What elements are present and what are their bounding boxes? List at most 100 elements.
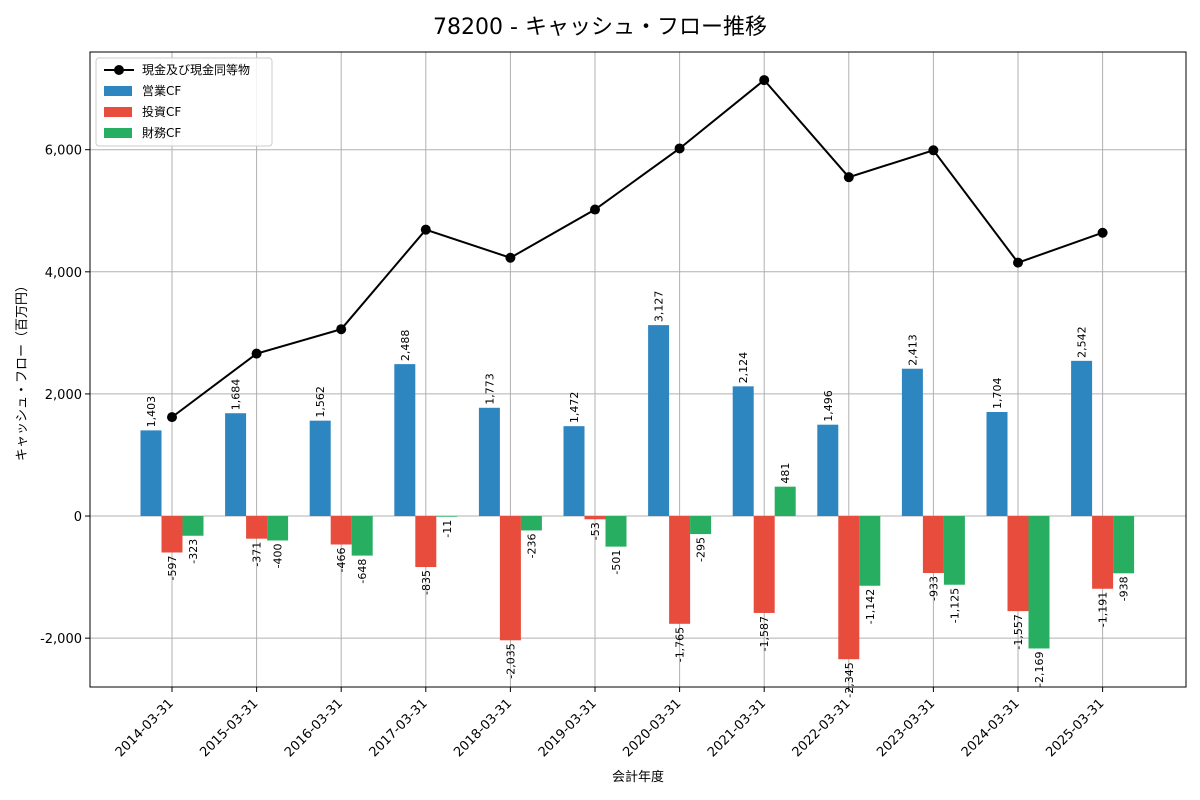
bar-2-11 xyxy=(1007,516,1029,612)
bars xyxy=(140,325,1135,660)
x-tick-label: 2016-03-31 xyxy=(282,696,346,760)
bar-label: -236 xyxy=(525,533,538,558)
bar-label: 2,488 xyxy=(399,330,412,362)
bar-label: 3,127 xyxy=(653,291,666,323)
bar-3-10 xyxy=(943,516,965,585)
x-tick-label: 2017-03-31 xyxy=(367,696,431,760)
bar-2-6 xyxy=(584,516,606,520)
legend-box xyxy=(95,57,273,147)
cash-point-5 xyxy=(505,252,516,263)
bar-label: 1,684 xyxy=(230,379,243,411)
y-tick-label: 6,000 xyxy=(45,144,82,159)
bar-2-2 xyxy=(246,516,268,539)
bar-label: 1,472 xyxy=(568,392,581,424)
cash-point-12 xyxy=(1097,227,1108,238)
cash-point-3 xyxy=(336,324,347,335)
legend-entry: 営業CF xyxy=(142,84,181,98)
cash-point-8 xyxy=(759,75,770,86)
bar-1-1 xyxy=(140,430,162,517)
bar-1-9 xyxy=(817,424,839,517)
x-tick-label: 2025-03-31 xyxy=(1043,696,1107,760)
bar-label: -371 xyxy=(251,542,264,567)
bar-label: -1,125 xyxy=(948,588,961,623)
bar-label: 1,403 xyxy=(145,396,158,428)
bar-1-4 xyxy=(394,364,416,517)
bar-1-11 xyxy=(986,411,1008,517)
bar-3-8 xyxy=(774,486,796,517)
bar-2-3 xyxy=(330,516,352,545)
bar-label: -323 xyxy=(187,539,200,564)
bar-3-1 xyxy=(182,516,204,536)
bar-3-9 xyxy=(859,516,881,586)
bar-1-2 xyxy=(225,413,247,517)
bar-label: -1,191 xyxy=(1097,592,1110,627)
bar-2-7 xyxy=(669,516,691,624)
bar-label: -938 xyxy=(1118,576,1131,601)
bar-label: -1,765 xyxy=(674,627,687,662)
legend-bar-swatch xyxy=(104,128,132,138)
cash-point-1 xyxy=(167,412,177,423)
cash-point-4 xyxy=(420,224,431,235)
bar-label: -501 xyxy=(610,550,623,575)
bar-2-5 xyxy=(499,516,521,641)
cash-point-7 xyxy=(674,143,685,154)
bar-3-11 xyxy=(1028,516,1050,649)
cash-point-11 xyxy=(1013,257,1023,268)
x-tick-label: 2019-03-31 xyxy=(536,696,600,760)
chart-title: 78200 - キャッシュ・フロー推移 xyxy=(433,15,767,40)
bar-label: -1,557 xyxy=(1012,614,1025,649)
bar-label: -400 xyxy=(272,543,285,568)
bar-label: 1,704 xyxy=(991,377,1004,409)
bar-label: -11 xyxy=(441,520,454,538)
bar-label: 2,413 xyxy=(906,334,919,366)
x-tick-label: 2022-03-31 xyxy=(790,696,854,760)
bar-2-8 xyxy=(753,516,775,613)
bar-label: -597 xyxy=(166,555,179,580)
x-tick-label: 2015-03-31 xyxy=(197,696,261,760)
bar-2-10 xyxy=(922,516,944,574)
bar-label: -648 xyxy=(356,559,369,584)
bar-label: -1,587 xyxy=(758,616,771,651)
bar-label: 1,773 xyxy=(483,373,496,405)
y-tick-label: 0 xyxy=(74,510,82,525)
bar-2-9 xyxy=(838,516,860,660)
bar-label: 2,542 xyxy=(1076,326,1089,358)
bar-label: -2,035 xyxy=(504,643,517,678)
bar-3-5 xyxy=(520,516,542,531)
bar-label: 2,124 xyxy=(737,352,750,384)
bar-label: -1,142 xyxy=(864,589,877,624)
legend-entry: 投資CF xyxy=(142,104,181,119)
bar-label: -53 xyxy=(589,522,602,540)
y-axis-label: キャッシュ・フロー（百万円） xyxy=(15,279,30,461)
x-tick-label: 2018-03-31 xyxy=(451,696,515,760)
cash-point-10 xyxy=(928,145,939,156)
legend-bar-swatch xyxy=(104,86,132,96)
bar-3-3 xyxy=(351,516,373,556)
bar-label: 1,562 xyxy=(314,386,327,418)
bar-2-1 xyxy=(161,516,183,553)
bar-3-12 xyxy=(1113,516,1135,574)
bar-label: -295 xyxy=(695,537,708,562)
cash-point-9 xyxy=(843,172,854,183)
y-tick-label: -2,000 xyxy=(40,632,82,647)
bar-label: 481 xyxy=(779,463,792,484)
x-tick-label: 2020-03-31 xyxy=(620,696,684,760)
legend-line-marker xyxy=(114,65,124,75)
x-tick-label: 2024-03-31 xyxy=(959,696,1023,760)
bar-3-4 xyxy=(436,516,458,517)
bar-1-6 xyxy=(563,426,585,517)
cash-point-6 xyxy=(590,204,600,215)
x-tick-label: 2014-03-31 xyxy=(113,696,177,760)
legend-entry: 財務CF xyxy=(142,125,181,140)
bar-label: -2,345 xyxy=(843,662,856,697)
bar-3-6 xyxy=(605,516,627,547)
x-tick-label: 2021-03-31 xyxy=(705,696,769,760)
bar-1-3 xyxy=(309,420,331,517)
legend-entry: 現金及び現金同等物 xyxy=(142,62,250,77)
bar-label: -2,169 xyxy=(1033,651,1046,686)
bar-2-12 xyxy=(1092,516,1114,589)
y-tick-label: 2,000 xyxy=(45,388,82,403)
bar-1-5 xyxy=(478,407,500,517)
bar-1-10 xyxy=(901,368,923,517)
